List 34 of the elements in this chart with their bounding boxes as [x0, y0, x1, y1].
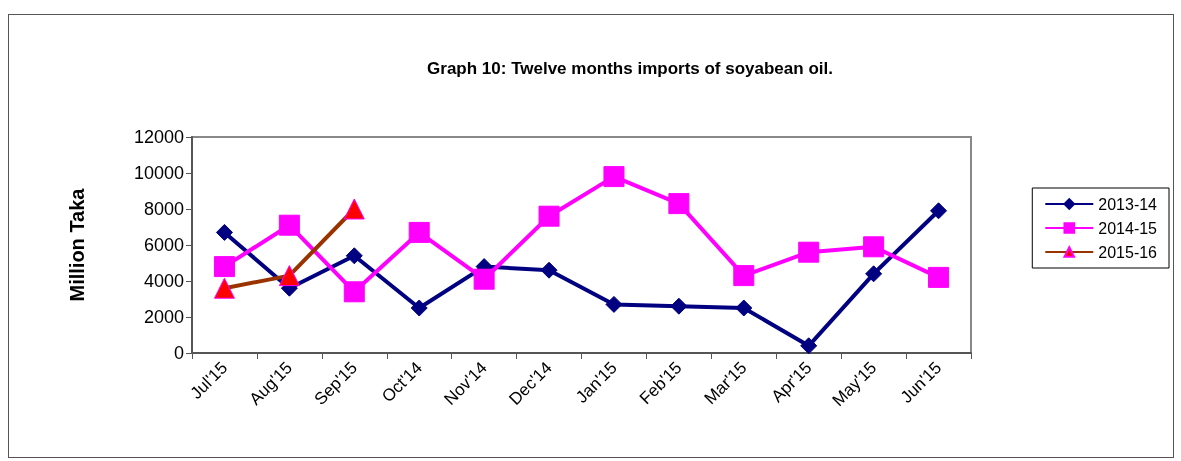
y-tick-label: 12000: [133, 127, 184, 147]
point: [668, 193, 690, 215]
legend-label: 2013-14: [1098, 195, 1158, 213]
y-tick-label: 10000: [133, 163, 184, 183]
point: [410, 299, 428, 317]
point: [800, 337, 818, 355]
y-tick-label: 2000: [143, 307, 184, 327]
point: [603, 166, 625, 188]
point: [928, 266, 950, 288]
point: [735, 299, 753, 317]
point: [278, 214, 300, 236]
chart-title: Graph 10: Twelve months imports of soyabean oil.: [427, 59, 833, 78]
point: [605, 295, 623, 313]
point: [343, 281, 365, 303]
point: [473, 268, 495, 290]
point: [215, 223, 233, 241]
y-tick-label: 6000: [143, 235, 184, 255]
point: [863, 236, 885, 258]
legend-label: 2015-16: [1098, 243, 1158, 261]
point: [930, 202, 948, 220]
point: [408, 221, 430, 243]
point: [540, 261, 558, 279]
point: [213, 256, 235, 278]
point: [345, 247, 363, 265]
y-tick-label: 0: [173, 343, 184, 363]
point: [798, 241, 820, 263]
legend-label: 2014-15: [1098, 219, 1158, 237]
point: [670, 297, 688, 315]
y-axis-title: Million Taka: [66, 187, 88, 302]
point: [865, 265, 883, 283]
y-tick-label: 4000: [143, 271, 184, 291]
y-tick-label: 8000: [143, 199, 184, 219]
point: [733, 265, 755, 287]
point: [538, 205, 560, 227]
